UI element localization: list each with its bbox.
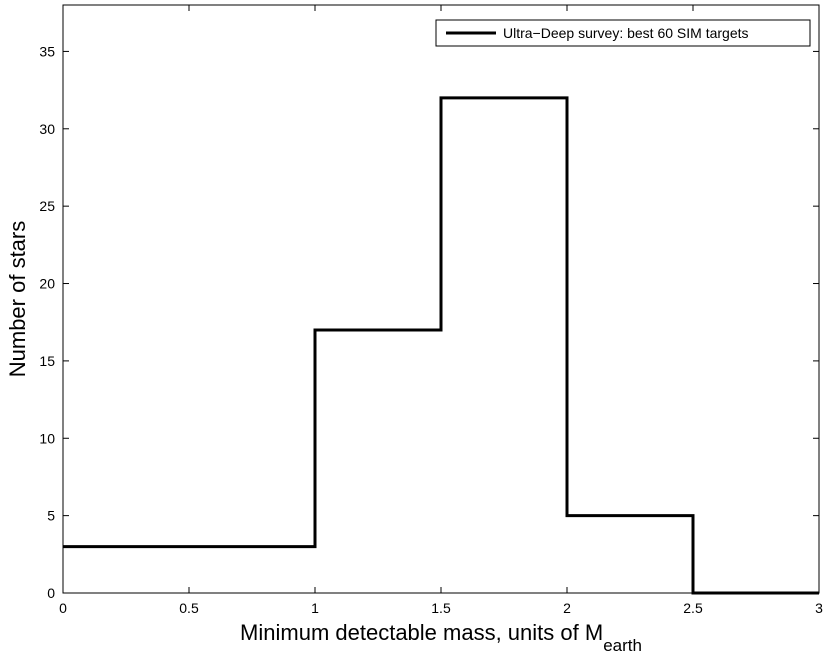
x-tick-label: 3 xyxy=(815,600,823,616)
x-tick-label: 0 xyxy=(59,600,67,616)
y-tick-label: 5 xyxy=(47,508,55,524)
x-tick-label: 0.5 xyxy=(179,600,199,616)
y-axis-title: Number of stars xyxy=(5,221,30,378)
y-tick-label: 10 xyxy=(39,430,55,446)
x-tick-label: 1.5 xyxy=(431,600,451,616)
x-tick-label: 1 xyxy=(311,600,319,616)
y-tick-label: 30 xyxy=(39,121,55,137)
x-axis-title-main: Minimum detectable mass, units of M xyxy=(240,620,603,645)
x-tick-label: 2.5 xyxy=(683,600,703,616)
legend-label: Ultra−Deep survey: best 60 SIM targets xyxy=(503,25,749,41)
y-tick-label: 25 xyxy=(39,198,55,214)
legend: Ultra−Deep survey: best 60 SIM targets xyxy=(435,19,811,47)
y-tick-label: 0 xyxy=(47,585,55,601)
histogram-series-line xyxy=(63,96,819,595)
y-tick-labels: 0 5 10 15 20 25 30 35 xyxy=(39,43,55,601)
y-tick-label: 15 xyxy=(39,353,55,369)
x-tick-label: 2 xyxy=(563,600,571,616)
x-axis-title: Minimum detectable mass, units of Mearth xyxy=(240,620,642,655)
y-tick-label: 35 xyxy=(39,43,55,59)
x-axis-title-subscript: earth xyxy=(603,636,642,655)
x-tick-labels: 0 0.5 1 1.5 2 2.5 3 xyxy=(59,600,823,616)
plot-frame xyxy=(62,4,820,594)
y-tick-label: 20 xyxy=(39,276,55,292)
legend-box xyxy=(435,19,811,47)
